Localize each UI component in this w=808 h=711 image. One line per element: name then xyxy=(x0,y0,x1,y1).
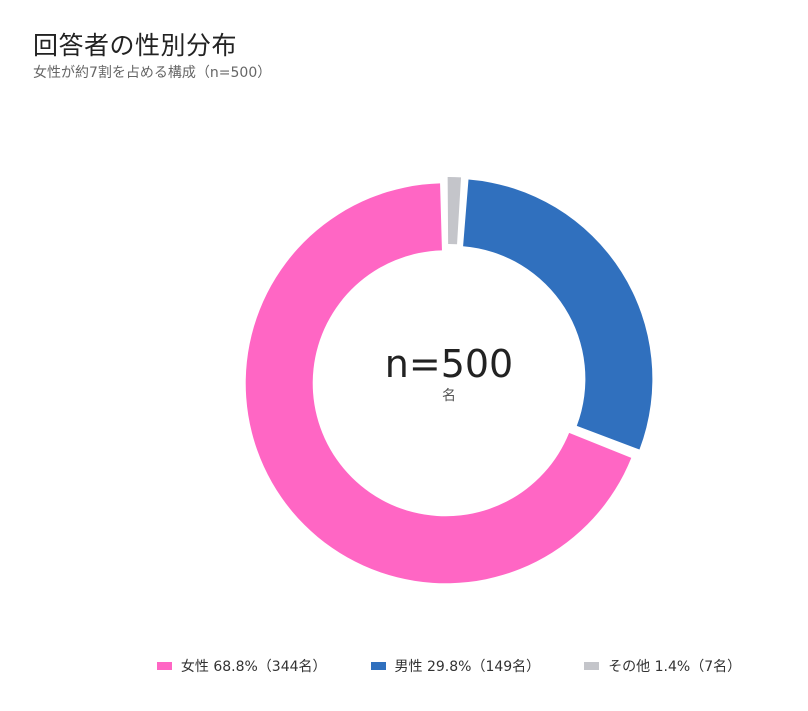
legend: 女性 68.8%（344名） 男性 29.8%（149名） その他 1.4%（7… xyxy=(0,656,808,676)
center-total: n=500 xyxy=(384,342,514,386)
slice-male[interactable] xyxy=(463,179,653,450)
legend-label-other: その他 1.4%（7名） xyxy=(608,659,742,675)
center-unit: 名 xyxy=(442,388,456,404)
legend-item-female[interactable]: 女性 68.8%（344名） xyxy=(156,656,327,676)
legend-label-male: 男性 29.8%（149名） xyxy=(394,659,541,675)
legend-item-male[interactable]: 男性 29.8%（149名） xyxy=(370,656,541,676)
slice-other[interactable] xyxy=(447,177,462,245)
chart-title: 回答者の性別分布 xyxy=(33,31,238,60)
legend-swatch-other xyxy=(584,662,600,670)
legend-swatch-male xyxy=(370,662,386,670)
legend-label-female: 女性 68.8%（344名） xyxy=(180,659,327,675)
legend-swatch-female xyxy=(156,662,172,670)
slice-female[interactable] xyxy=(245,183,632,584)
legend-item-other[interactable]: その他 1.4%（7名） xyxy=(584,656,741,676)
chart-subtitle: 女性が約7割を占める構成（n=500） xyxy=(33,65,272,81)
